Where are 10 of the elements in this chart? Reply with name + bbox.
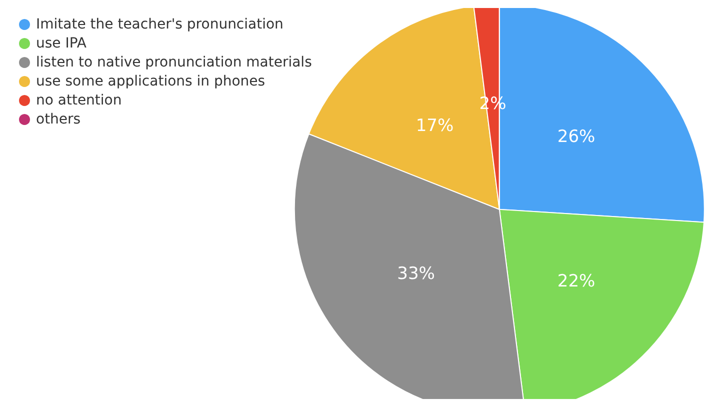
legend-label: listen to native pronunciation materials	[36, 54, 312, 70]
legend-label: use IPA	[36, 36, 87, 52]
legend-label: others	[36, 112, 81, 128]
legend-label: use some applications in phones	[36, 74, 266, 90]
data-label: 17%	[416, 116, 454, 136]
legend-label: Imitate the teacher's pronunciation	[36, 16, 284, 32]
legend-label: no attention	[36, 92, 122, 108]
data-label: 33%	[397, 264, 435, 284]
data-label: 26%	[557, 127, 596, 148]
data-label: 22%	[557, 272, 596, 292]
